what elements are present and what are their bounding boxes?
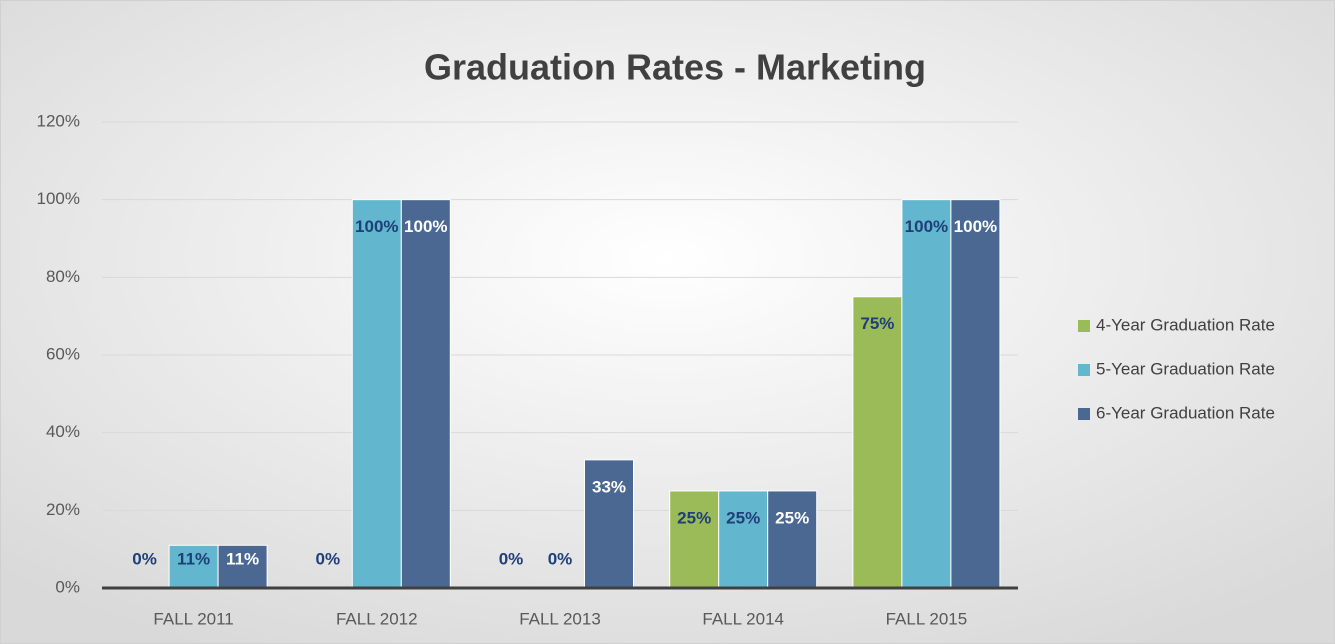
bar [950,199,1001,589]
data-label: 75% [860,314,894,333]
legend-label: 6-Year Graduation Rate [1096,403,1275,422]
data-label: 11% [177,549,210,568]
legend-swatch [1078,320,1090,332]
bar [767,490,818,589]
chart-title: Graduation Rates - Marketing [424,47,926,88]
bar [669,490,720,589]
bar [168,544,219,589]
legend-label: 5-Year Graduation Rate [1096,359,1275,378]
bar [217,544,268,589]
data-label: 33% [592,477,626,496]
x-tick-label: FALL 2011 [153,609,233,628]
data-label: 100% [905,217,948,236]
data-label: 0% [316,549,341,568]
x-tick-label: FALL 2012 [336,609,418,628]
legend-swatch [1078,408,1090,420]
y-tick-label: 80% [46,267,80,286]
y-tick-label: 0% [55,577,80,596]
bar [351,199,402,589]
bar [584,459,634,589]
data-label: 25% [726,508,760,527]
bar [901,199,952,589]
bar [852,296,903,589]
x-tick-label: FALL 2015 [886,609,968,628]
data-label: 0% [132,549,157,568]
data-label: 11% [226,549,259,568]
bar [400,199,451,589]
y-tick-label: 60% [46,344,80,363]
legend-label: 4-Year Graduation Rate [1096,315,1275,334]
x-tick-label: FALL 2013 [519,609,601,628]
y-tick-label: 120% [37,111,80,130]
y-tick-label: 40% [46,422,80,441]
data-label: 100% [355,217,398,236]
data-label: 0% [548,549,573,568]
data-label: 100% [954,217,997,236]
legend-swatch [1078,364,1090,376]
data-label: 25% [775,508,809,527]
y-tick-label: 100% [37,189,80,208]
data-label: 25% [677,508,711,527]
data-label: 0% [499,549,524,568]
bar [718,490,769,589]
x-tick-label: FALL 2014 [702,609,784,628]
y-tick-label: 20% [46,500,80,519]
data-label: 100% [404,217,447,236]
